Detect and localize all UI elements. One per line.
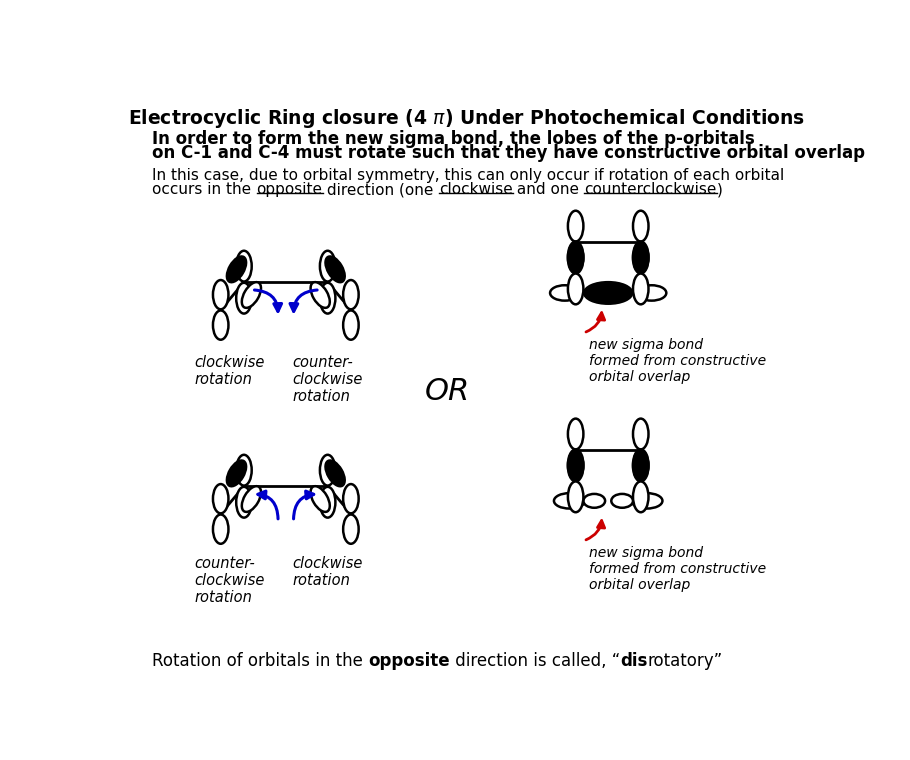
Text: occurs in the: occurs in the xyxy=(153,182,257,197)
Ellipse shape xyxy=(343,484,359,513)
Text: counter-
clockwise
rotation: counter- clockwise rotation xyxy=(292,354,362,404)
Text: OR: OR xyxy=(424,377,470,406)
Ellipse shape xyxy=(227,256,246,282)
FancyArrowPatch shape xyxy=(586,312,604,332)
Ellipse shape xyxy=(568,451,583,481)
Ellipse shape xyxy=(343,311,359,340)
Text: direction is called, “: direction is called, “ xyxy=(450,652,621,670)
Ellipse shape xyxy=(584,282,632,304)
Ellipse shape xyxy=(633,242,649,274)
FancyArrowPatch shape xyxy=(586,521,604,540)
Ellipse shape xyxy=(320,283,336,314)
Ellipse shape xyxy=(213,515,228,543)
Ellipse shape xyxy=(242,486,261,512)
Ellipse shape xyxy=(237,454,252,486)
Text: opposite: opposite xyxy=(257,182,322,197)
Text: rotatory”: rotatory” xyxy=(648,652,723,670)
Text: counterclockwise: counterclockwise xyxy=(584,182,717,197)
Ellipse shape xyxy=(637,285,666,301)
Text: direction (one: direction (one xyxy=(322,182,439,197)
FancyArrowPatch shape xyxy=(258,491,278,519)
Text: Rotation of orbitals in the: Rotation of orbitals in the xyxy=(153,652,369,670)
Ellipse shape xyxy=(326,256,345,282)
Text: and one: and one xyxy=(512,182,584,197)
Ellipse shape xyxy=(242,282,261,308)
Ellipse shape xyxy=(633,419,649,449)
Ellipse shape xyxy=(633,274,649,304)
Ellipse shape xyxy=(310,282,329,308)
Ellipse shape xyxy=(554,493,585,508)
Ellipse shape xyxy=(568,449,583,480)
Text: on C-1 and C-4 must rotate such that they have constructive orbital overlap: on C-1 and C-4 must rotate such that the… xyxy=(153,144,865,162)
Ellipse shape xyxy=(568,242,583,274)
Text: clockwise
rotation: clockwise rotation xyxy=(195,354,265,387)
Ellipse shape xyxy=(633,242,649,272)
Ellipse shape xyxy=(213,484,228,513)
Ellipse shape xyxy=(213,280,228,309)
Ellipse shape xyxy=(227,461,246,486)
Text: dis: dis xyxy=(621,652,648,670)
Ellipse shape xyxy=(633,211,649,242)
Ellipse shape xyxy=(237,487,252,518)
Ellipse shape xyxy=(343,280,359,309)
Ellipse shape xyxy=(633,481,649,512)
Text: In this case, due to orbital symmetry, this can only occur if rotation of each o: In this case, due to orbital symmetry, t… xyxy=(153,168,784,183)
Text: clockwise: clockwise xyxy=(439,182,512,197)
FancyArrowPatch shape xyxy=(294,491,314,519)
Ellipse shape xyxy=(237,251,252,281)
Ellipse shape xyxy=(326,461,345,486)
Text: counter-
clockwise
rotation: counter- clockwise rotation xyxy=(195,556,265,605)
Ellipse shape xyxy=(612,494,633,508)
Text: In order to form the new sigma bond, the lobes of the p-orbitals: In order to form the new sigma bond, the… xyxy=(153,130,755,147)
Text: new sigma bond
formed from constructive
orbital overlap: new sigma bond formed from constructive … xyxy=(589,337,766,384)
Ellipse shape xyxy=(320,454,336,486)
Text: new sigma bond
formed from constructive
orbital overlap: new sigma bond formed from constructive … xyxy=(589,546,766,592)
Ellipse shape xyxy=(633,451,649,481)
Ellipse shape xyxy=(568,211,583,242)
Text: ): ) xyxy=(717,182,723,197)
Ellipse shape xyxy=(237,283,252,314)
Text: clockwise
rotation: clockwise rotation xyxy=(292,556,362,588)
Text: opposite: opposite xyxy=(369,652,450,670)
Ellipse shape xyxy=(320,487,336,518)
FancyArrowPatch shape xyxy=(290,290,317,312)
Ellipse shape xyxy=(213,311,228,340)
FancyArrowPatch shape xyxy=(255,290,281,312)
Ellipse shape xyxy=(633,449,649,480)
Ellipse shape xyxy=(568,419,583,449)
Ellipse shape xyxy=(568,274,583,304)
Ellipse shape xyxy=(568,481,583,512)
Ellipse shape xyxy=(583,494,605,508)
Ellipse shape xyxy=(550,285,580,301)
Ellipse shape xyxy=(310,486,329,512)
Text: Electrocyclic Ring closure (4 $\pi$) Under Photochemical Conditions: Electrocyclic Ring closure (4 $\pi$) Und… xyxy=(127,106,805,130)
Ellipse shape xyxy=(632,493,662,508)
Ellipse shape xyxy=(320,251,336,281)
Ellipse shape xyxy=(568,242,583,272)
Ellipse shape xyxy=(343,515,359,543)
